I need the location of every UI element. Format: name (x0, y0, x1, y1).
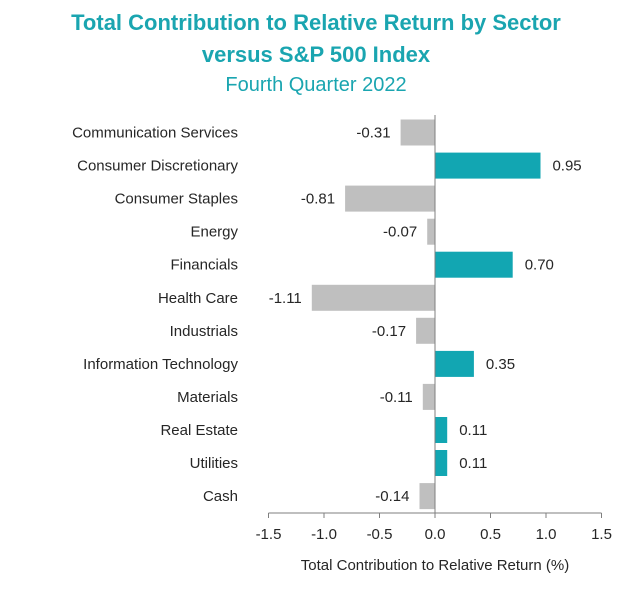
bar-4 (435, 251, 513, 278)
bar-1 (435, 152, 541, 179)
bar-6 (416, 317, 435, 344)
category-label-9: Real Estate (160, 422, 238, 439)
x-tick-label-6: 1.5 (591, 526, 612, 543)
data-label-7: 0.35 (486, 356, 515, 373)
bar-7 (435, 350, 474, 377)
bar-2 (345, 185, 435, 212)
data-label-6: -0.17 (372, 323, 406, 340)
chart-subtitle: Fourth Quarter 2022 (225, 74, 407, 96)
x-tick-label-1: -1.0 (311, 526, 337, 543)
bar-10 (435, 450, 448, 476)
data-label-9: 0.11 (459, 422, 487, 439)
data-label-11: -0.14 (375, 488, 409, 505)
x-tick-label-3: 0.0 (425, 526, 446, 543)
category-label-8: Materials (177, 389, 238, 406)
data-label-10: 0.11 (459, 455, 487, 472)
x-tick-label-5: 1.0 (536, 526, 557, 543)
bar-3 (427, 218, 435, 245)
category-label-5: Health Care (158, 290, 238, 307)
category-label-7: Information Technology (83, 356, 238, 373)
x-tick-label-0: -1.5 (256, 526, 282, 543)
data-label-5: -1.11 (269, 290, 302, 307)
category-label-11: Cash (203, 488, 238, 505)
category-label-4: Financials (170, 257, 238, 274)
chart-title: Total Contribution to Relative Return by… (71, 10, 561, 35)
x-tick-label-2: -0.5 (367, 526, 393, 543)
bar-0 (400, 119, 435, 146)
category-label-3: Energy (190, 224, 238, 241)
data-label-0: -0.31 (356, 125, 390, 142)
data-label-4: 0.70 (525, 257, 554, 274)
data-label-3: -0.07 (383, 224, 417, 241)
category-label-2: Consumer Staples (115, 191, 238, 208)
data-label-8: -0.11 (380, 389, 413, 406)
bar-11 (419, 483, 435, 510)
category-label-0: Communication Services (72, 125, 238, 142)
bar-9 (435, 417, 448, 443)
category-label-1: Consumer Discretionary (77, 158, 238, 175)
bar-5 (311, 284, 435, 311)
data-label-2: -0.81 (301, 191, 335, 208)
category-label-10: Utilities (190, 455, 238, 472)
bar-8 (422, 383, 435, 410)
data-label-1: 0.95 (552, 158, 581, 175)
x-tick-label-4: 0.5 (480, 526, 501, 543)
x-axis-title: Total Contribution to Relative Return (%… (301, 557, 569, 574)
chart-title-line2: versus S&P 500 Index (201, 42, 431, 67)
category-label-6: Industrials (170, 323, 238, 340)
